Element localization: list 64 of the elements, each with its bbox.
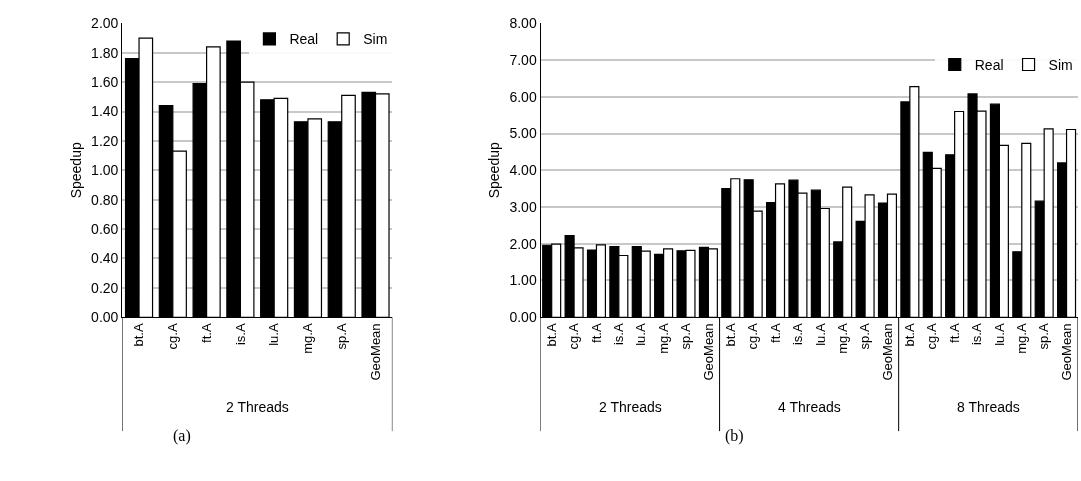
y-tick-label: 2.00 <box>91 15 119 32</box>
y-tick-label: 1.60 <box>91 74 119 91</box>
y-tick-label: 0.20 <box>91 279 119 296</box>
y-axis-title: Speedup <box>486 142 503 199</box>
x-tick-label: sp.A <box>678 323 694 350</box>
x-tick-label: ft.A <box>767 323 783 343</box>
x-tick-label: cg.A <box>745 323 761 350</box>
x-tick-label: is.A <box>232 323 248 346</box>
x-tick-label: lu.A <box>266 323 282 346</box>
x-tick-label: cg.A <box>924 323 940 350</box>
x-tick-label: is.A <box>611 323 627 346</box>
y-tick-label: 3.00 <box>509 198 537 215</box>
x-tick-label: cg.A <box>165 323 181 350</box>
x-tick-label: ft.A <box>588 323 604 343</box>
text: 2 Threads <box>226 399 289 415</box>
x-tick-label: GeoMean <box>879 323 895 381</box>
x-tick-label: bt.A <box>723 323 739 347</box>
x-tick-label: mg.A <box>834 323 850 354</box>
y-tick-label: 1.00 <box>509 272 537 289</box>
x-tick-label: GeoMean <box>1058 323 1074 381</box>
x-tick-label: bt.A <box>543 323 559 347</box>
x-tick-label: bt.A <box>131 323 147 347</box>
y-tick-label: 1.40 <box>91 103 119 120</box>
text: (b) <box>725 427 744 445</box>
text: 8 Threads <box>957 399 1020 415</box>
y-tick-label: 0.00 <box>509 309 537 326</box>
y-tick-label: 7.00 <box>509 51 537 68</box>
y-tick-label: 0.40 <box>91 250 119 267</box>
x-tick-label: lu.A <box>812 323 828 346</box>
text: (a) <box>173 427 191 445</box>
y-axis-title: Speedup <box>67 142 84 199</box>
x-tick-label: mg.A <box>300 323 316 354</box>
y-tick-label: 1.80 <box>91 44 119 61</box>
legend-label: Sim <box>1048 56 1073 73</box>
legend-label: Sim <box>363 31 388 48</box>
x-tick-label: sp.A <box>1036 323 1052 350</box>
x-tick-label: lu.A <box>991 323 1007 346</box>
x-tick-label: lu.A <box>633 323 649 346</box>
y-tick-label: 0.80 <box>91 191 119 208</box>
y-tick-label: 0.60 <box>91 220 119 237</box>
y-tick-label: 0.00 <box>91 309 119 326</box>
y-tick-label: 8.00 <box>509 15 537 32</box>
legend-label: Real <box>974 56 1004 73</box>
y-tick-label: 1.20 <box>91 132 119 149</box>
x-tick-label: bt.A <box>902 323 918 347</box>
y-tick-label: 6.00 <box>509 88 537 105</box>
x-tick-label: is.A <box>969 323 985 346</box>
text: 2 Threads <box>599 399 662 415</box>
x-tick-label: cg.A <box>566 323 582 350</box>
x-tick-label: ft.A <box>946 323 962 343</box>
x-tick-label: sp.A <box>333 323 349 350</box>
x-tick-label: mg.A <box>655 323 671 354</box>
y-tick-label: 1.00 <box>91 162 119 179</box>
y-tick-label: 5.00 <box>509 125 537 142</box>
x-tick-label: ft.A <box>198 323 214 343</box>
x-tick-label: mg.A <box>1014 323 1030 354</box>
x-tick-label: sp.A <box>857 323 873 350</box>
x-tick-label: is.A <box>790 323 806 346</box>
y-tick-label: 4.00 <box>509 162 537 179</box>
text: 4 Threads <box>778 399 841 415</box>
legend-label: Real <box>289 31 319 48</box>
x-tick-label: GeoMean <box>700 323 716 381</box>
y-tick-label: 2.00 <box>509 235 537 252</box>
x-tick-label: GeoMean <box>367 323 383 381</box>
